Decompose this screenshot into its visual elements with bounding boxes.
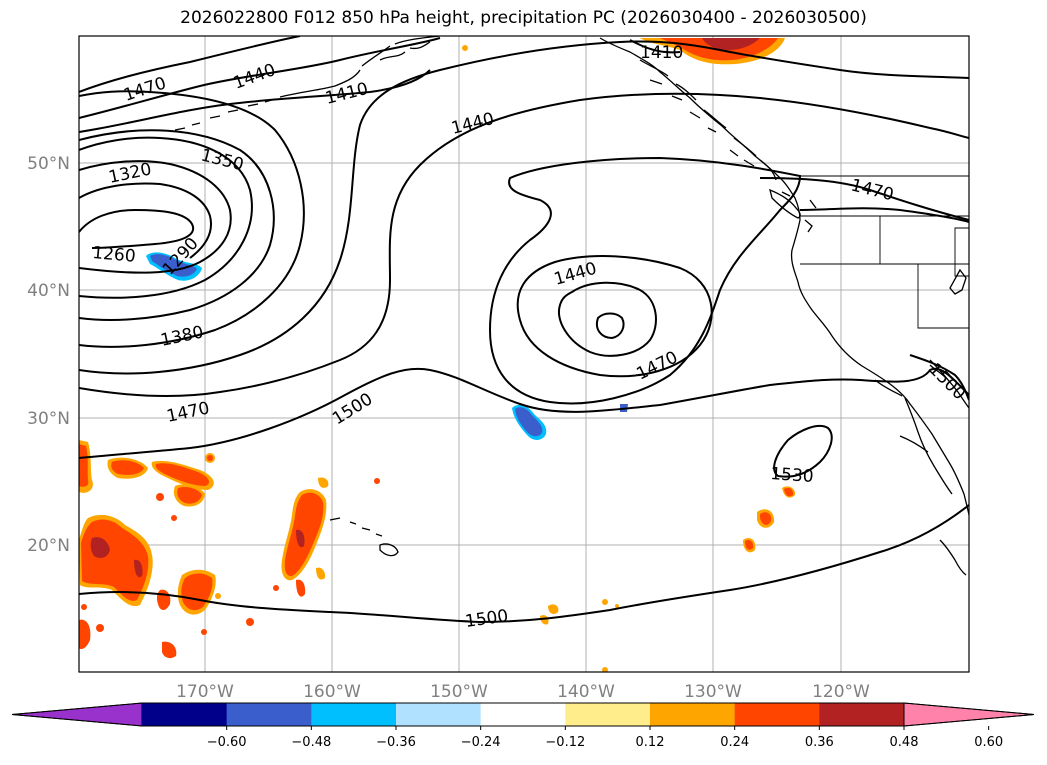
lon-label: 160°W <box>303 682 361 702</box>
colorbar-segment <box>734 703 820 726</box>
colorbar: −0.60 −0.48 −0.36 −0.24 −0.12 0.12 0.24 0.36 0.4… <box>11 702 1035 750</box>
gridlines <box>79 36 969 672</box>
lat-label: 30°N <box>27 409 70 429</box>
map-border <box>78 35 970 673</box>
height-contours <box>79 36 969 624</box>
lon-label: 120°W <box>812 682 870 702</box>
lat-label: 20°N <box>27 536 70 556</box>
coastlines <box>174 36 969 576</box>
contour-line <box>79 208 195 249</box>
precip-area <box>702 38 760 50</box>
lon-label: 150°W <box>430 682 488 702</box>
longitude-labels: 170°W 160°W 150°W 140°W 130°W 120°W <box>176 682 870 702</box>
contour-line <box>79 136 253 299</box>
contour-line <box>79 90 305 348</box>
contour-line <box>516 255 713 378</box>
colorbar-segment <box>311 703 397 726</box>
colorbar-tick-label: 0.36 <box>805 735 834 750</box>
colorbar-segment <box>565 703 651 726</box>
contour-line <box>909 354 969 401</box>
lon-label: 130°W <box>684 682 742 702</box>
colorbar-tick-label: 0.24 <box>720 735 749 750</box>
contour-line <box>79 129 275 321</box>
colorbar-tick-label: −0.12 <box>545 735 585 750</box>
colorbar-segment <box>142 703 228 726</box>
colorbar-segment <box>650 703 736 726</box>
colorbar-tick-label: 0.12 <box>636 735 665 750</box>
colorbar-tick-label: −0.60 <box>207 735 247 750</box>
contour-line <box>79 504 969 624</box>
contour-line <box>596 312 625 340</box>
precip-tropical-east <box>540 486 796 672</box>
contour-line <box>773 424 833 478</box>
lat-label: 40°N <box>27 281 70 301</box>
contour-line <box>79 37 441 119</box>
contour-label: 1530 <box>770 464 815 487</box>
colorbar-tick-label: −0.24 <box>461 735 501 750</box>
colorbar-outline <box>11 702 1035 727</box>
lon-label: 170°W <box>176 682 234 702</box>
colorbar-extend-max <box>903 702 1035 727</box>
precip-shading <box>79 38 796 672</box>
colorbar-tick-label: −0.36 <box>376 735 416 750</box>
contour-line <box>79 367 969 459</box>
latitude-labels: 50°N 40°N 30°N 20°N <box>27 154 70 556</box>
contour-line <box>759 177 969 221</box>
contour-line <box>79 40 969 375</box>
colorbar-tick-label: −0.48 <box>291 735 331 750</box>
contour-line <box>799 207 969 223</box>
contour-line <box>79 36 301 93</box>
colorbar-segment <box>396 703 482 726</box>
contour-line <box>557 281 657 357</box>
precip-area <box>515 407 543 437</box>
contour-label: 1260 <box>92 243 137 267</box>
contour-line <box>79 69 431 133</box>
contour-line <box>629 39 681 54</box>
precip-area <box>150 254 197 277</box>
lon-label: 140°W <box>557 682 615 702</box>
contour-line <box>79 92 969 398</box>
precip-tropical-west <box>79 440 254 659</box>
contour-line <box>79 182 212 259</box>
colorbar-segment <box>226 703 312 726</box>
contour-line <box>79 160 232 274</box>
colorbar-tick-label: 0.48 <box>890 735 919 750</box>
figure-title: 2026022800 F012 850 hPa height, precipit… <box>180 8 867 28</box>
colorbar-segment <box>480 703 566 726</box>
map-area <box>79 36 969 672</box>
lat-label: 50°N <box>27 154 70 174</box>
colorbar-segment <box>819 703 905 726</box>
colorbar-tick-label: 0.60 <box>974 735 1003 750</box>
contour-label: 1410 <box>640 43 683 63</box>
precip-tropical-central <box>273 45 468 597</box>
contour-line <box>488 156 802 405</box>
colorbar-extend-min <box>11 702 143 727</box>
